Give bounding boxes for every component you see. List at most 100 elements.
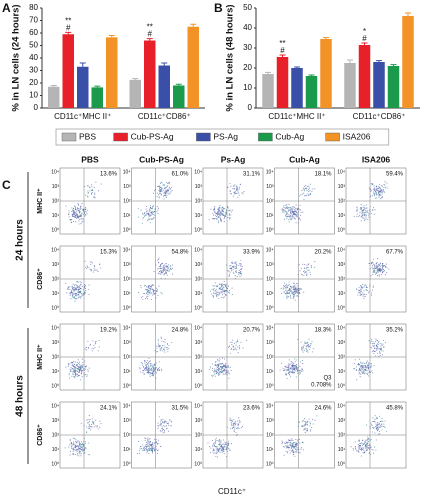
dot xyxy=(79,451,81,453)
dot xyxy=(236,349,238,351)
dot xyxy=(359,292,361,294)
dot xyxy=(286,369,288,371)
dot xyxy=(69,294,71,296)
dot xyxy=(366,366,368,368)
dot xyxy=(146,452,148,454)
dot xyxy=(162,428,164,430)
dot xyxy=(308,345,311,347)
dot xyxy=(373,189,375,191)
dot xyxy=(358,445,360,447)
dot-plot-tick: 10¹ xyxy=(195,369,203,375)
dot xyxy=(377,428,379,430)
dot xyxy=(74,208,76,210)
dot xyxy=(209,290,212,292)
dot xyxy=(214,373,216,375)
dot xyxy=(146,439,149,441)
dot xyxy=(378,426,380,428)
dot xyxy=(359,445,361,447)
dot xyxy=(159,185,161,187)
dot xyxy=(289,371,291,373)
dot xyxy=(223,453,225,455)
dot xyxy=(360,292,362,294)
dot xyxy=(371,431,374,433)
dot xyxy=(213,290,215,292)
dot xyxy=(80,444,82,446)
dot xyxy=(368,290,370,292)
dot xyxy=(148,449,150,451)
dot xyxy=(78,223,80,225)
dot xyxy=(291,446,293,448)
dot xyxy=(163,198,165,200)
dot xyxy=(231,270,233,272)
dot xyxy=(288,439,290,441)
dot xyxy=(152,284,154,286)
dot xyxy=(284,365,286,367)
dot xyxy=(221,220,223,222)
dot xyxy=(227,186,229,188)
dot xyxy=(161,182,163,184)
dot xyxy=(165,187,167,189)
dot xyxy=(99,263,101,265)
dot xyxy=(160,194,162,196)
dot xyxy=(288,444,291,446)
dot xyxy=(238,269,240,271)
dot xyxy=(373,191,375,193)
dot xyxy=(291,215,293,217)
dot xyxy=(224,366,226,369)
dot xyxy=(170,268,172,270)
dot xyxy=(89,344,91,346)
dot xyxy=(296,368,298,370)
dot xyxy=(77,375,79,377)
dot xyxy=(378,275,380,277)
dot xyxy=(287,367,289,369)
dot xyxy=(296,366,298,368)
dot xyxy=(378,274,380,276)
dot xyxy=(225,264,227,266)
dot xyxy=(151,374,153,376)
dot xyxy=(230,443,233,445)
dot-plot-tick: 10² xyxy=(52,276,60,282)
dot xyxy=(304,264,306,266)
dot xyxy=(285,450,287,452)
dot xyxy=(372,183,374,185)
dot xyxy=(285,283,288,285)
dot xyxy=(145,368,147,370)
dot xyxy=(154,442,156,444)
dot-plot-tick: 10³ xyxy=(195,340,203,346)
dot xyxy=(374,421,376,423)
dot xyxy=(86,426,88,428)
dot xyxy=(305,346,307,348)
dot xyxy=(151,211,153,214)
dot xyxy=(72,368,74,370)
dot xyxy=(296,364,298,366)
dot-plot-tick: 10² xyxy=(195,276,203,282)
dot xyxy=(283,370,285,372)
dot xyxy=(69,369,71,371)
dot-plot-tick: 10² xyxy=(338,432,346,438)
dot xyxy=(291,214,294,216)
legend-swatch xyxy=(113,132,128,142)
bar xyxy=(373,62,385,108)
dot-plot-tick: 10⁴ xyxy=(123,325,131,331)
dot xyxy=(142,298,144,300)
dot xyxy=(76,217,78,219)
dot xyxy=(219,443,221,445)
dot xyxy=(370,422,372,424)
dot xyxy=(358,439,360,441)
dot xyxy=(376,194,378,196)
dot xyxy=(72,213,74,215)
dot-plot-tick: 10¹ xyxy=(52,369,60,375)
dot xyxy=(288,208,290,210)
dot xyxy=(220,211,222,213)
dot xyxy=(80,455,82,457)
dot xyxy=(376,349,378,351)
dot xyxy=(294,284,296,286)
dot xyxy=(365,286,367,288)
dot xyxy=(155,362,157,364)
dot xyxy=(370,367,372,369)
dot xyxy=(376,352,378,354)
dot xyxy=(144,293,146,295)
dot xyxy=(77,281,79,283)
dot xyxy=(381,417,383,420)
dot xyxy=(77,207,79,210)
